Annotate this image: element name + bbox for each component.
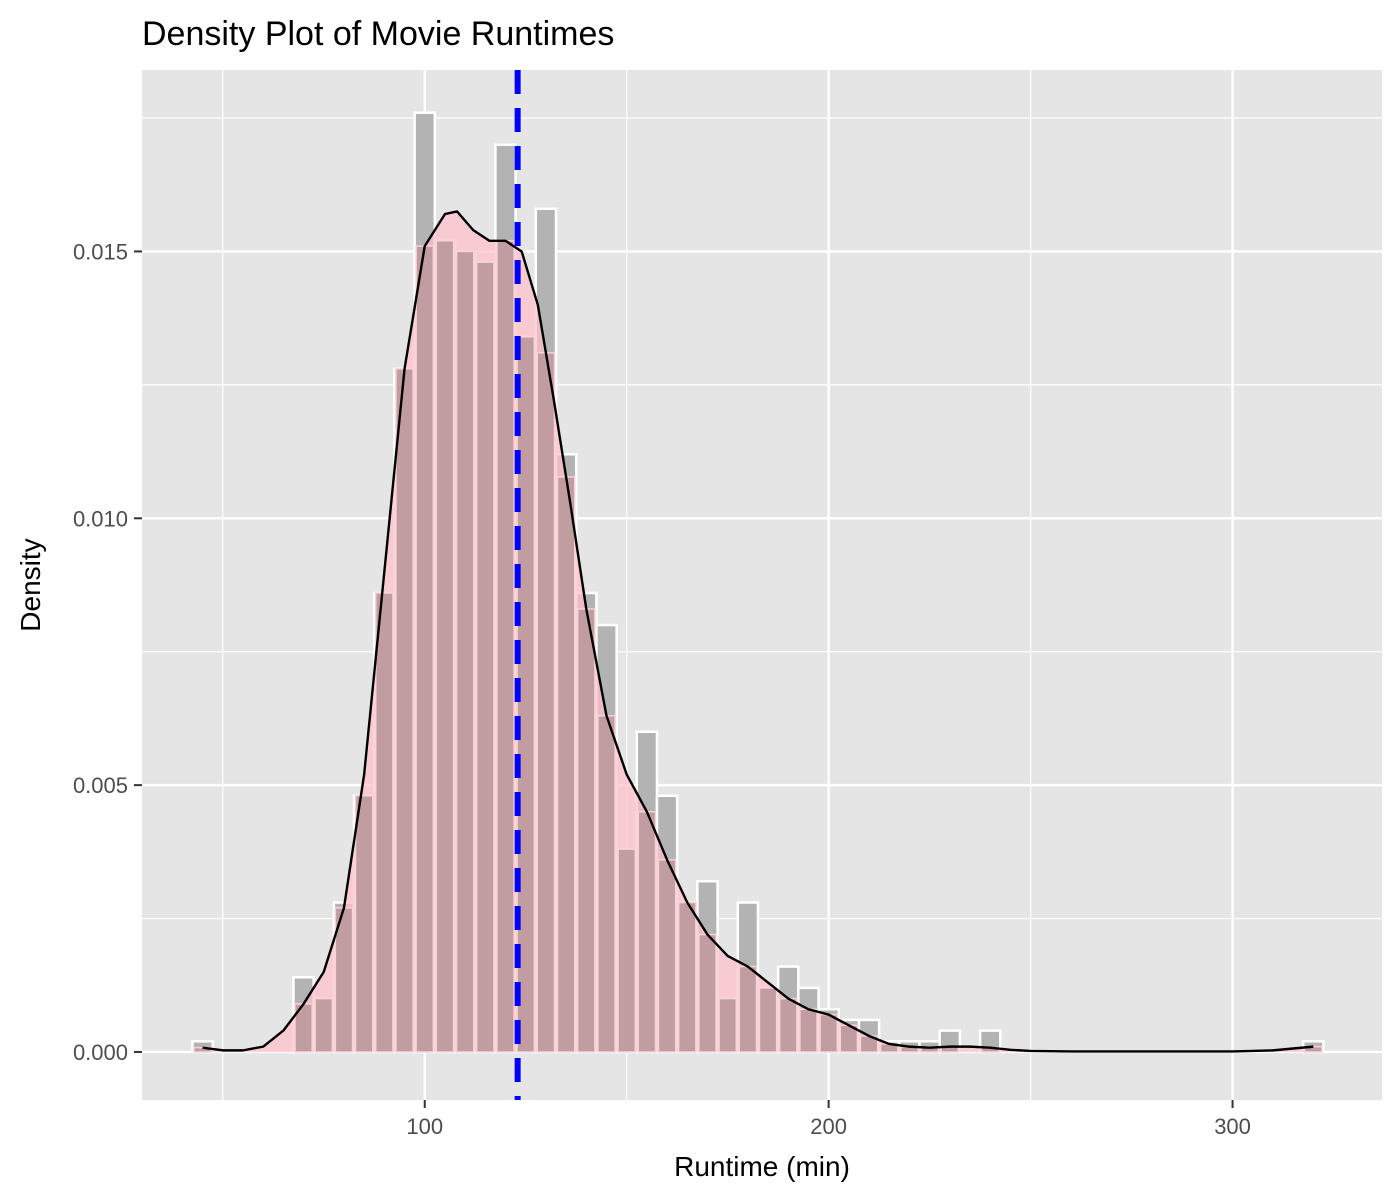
density-line: [202, 210, 1314, 1053]
histogram-overlap-bar: [738, 965, 758, 1053]
histogram-overlap-bar: [799, 1008, 818, 1053]
histogram-overlap-bar: [435, 240, 455, 1053]
y-tick-label: 0.005: [73, 773, 128, 798]
histogram-overlap-bar: [718, 997, 738, 1053]
y-tick-label: 0.015: [73, 239, 128, 264]
histogram-overlap-bar: [758, 987, 778, 1053]
plot-panel: [142, 70, 1382, 1100]
histogram-overlap-bar: [354, 795, 374, 1053]
y-tick-label: 0.010: [73, 506, 128, 531]
histogram-overlap-bar: [576, 608, 596, 1053]
histogram-overlap-bar: [677, 901, 697, 1053]
histogram-overlap-bar: [536, 352, 556, 1053]
y-axis-title: Density: [15, 538, 46, 631]
histogram-overlap-bar: [374, 592, 394, 1053]
histogram-overlap-bar: [415, 245, 435, 1053]
histogram-overlap-bar: [819, 1013, 838, 1053]
histogram-overlap-bar: [778, 997, 798, 1053]
x-tick-label: 200: [810, 1114, 847, 1139]
histogram-overlap-bar: [556, 476, 576, 1053]
histogram-overlap-bar: [496, 240, 515, 1053]
histogram-overlap-bar: [637, 811, 657, 1053]
histogram-overlap-bar: [698, 933, 717, 1053]
x-axis: 100 200 300: [406, 1100, 1251, 1139]
histogram-overlap-bar: [657, 859, 677, 1053]
histogram-overlap-bar: [617, 848, 637, 1053]
histogram-overlap-bar: [395, 368, 414, 1053]
histogram-overlap-bar: [314, 997, 334, 1053]
histogram-overlap-bar: [455, 250, 475, 1053]
y-axis: 0.000 0.005 0.010 0.015: [73, 239, 142, 1065]
histogram-overlap-bar: [597, 715, 616, 1053]
histogram-overlap-bar: [475, 261, 495, 1053]
chart-title: Density Plot of Movie Runtimes: [142, 15, 614, 53]
x-axis-title: Runtime (min): [674, 1151, 850, 1182]
y-tick-label: 0.000: [73, 1040, 128, 1065]
x-tick-label: 100: [406, 1114, 443, 1139]
histogram-overlap-bars: [193, 240, 1323, 1053]
histogram-overlap-bar: [1303, 1045, 1323, 1053]
x-tick-label: 300: [1214, 1114, 1251, 1139]
